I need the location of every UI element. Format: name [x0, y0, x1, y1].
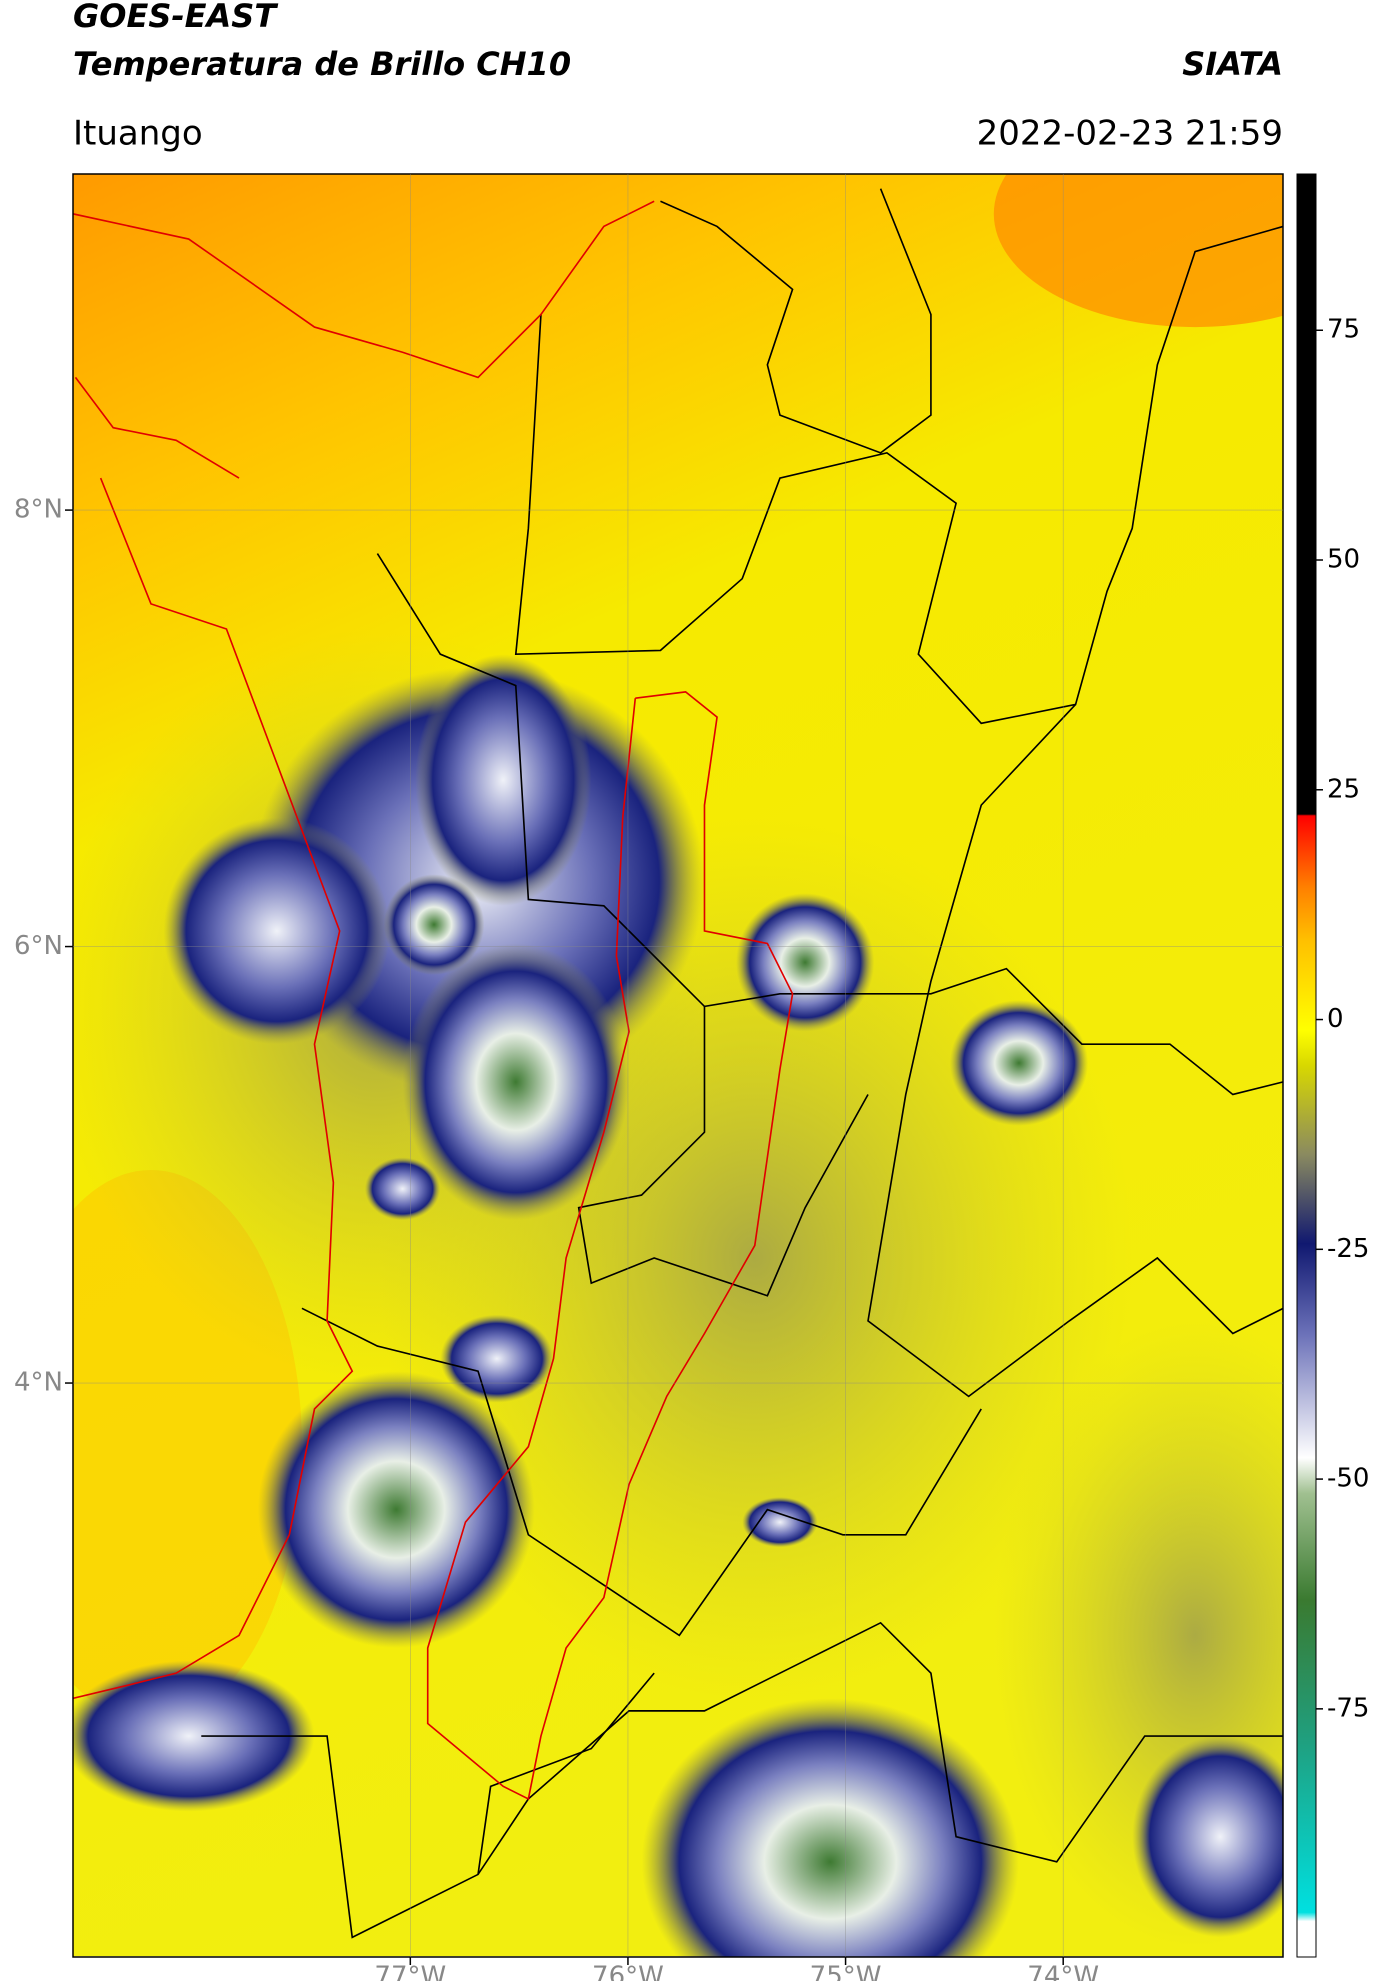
colorbar-tick-label: 25 — [1327, 774, 1360, 804]
colorbar-tick-label: -50 — [1327, 1464, 1369, 1494]
subtitle: Temperatura de Brillo CH10 — [73, 45, 571, 83]
lon-label: 77°W — [374, 1962, 446, 1981]
colorbar-ticks: 75 50 25 0 -25 -50 -75 — [1316, 315, 1369, 1723]
lat-label: 4°N — [14, 1368, 63, 1398]
lon-label: 75°W — [810, 1962, 882, 1981]
datetime: 2022-02-23 21:59 — [977, 114, 1283, 154]
colorbar-tick-label: 50 — [1327, 545, 1360, 575]
satellite-image — [73, 174, 1283, 1957]
lat-label: 8°N — [14, 495, 63, 525]
location: Ituango — [73, 114, 203, 154]
map-frame — [72, 173, 1284, 1958]
lon-label: 76°W — [592, 1962, 664, 1981]
title: GOES-EAST — [73, 0, 278, 35]
lat-label: 6°N — [14, 931, 63, 961]
colorbar — [1296, 173, 1317, 1958]
colorbar-tick-label: 75 — [1327, 315, 1360, 345]
lon-label: 74°W — [1027, 1962, 1099, 1981]
source: SIATA — [1182, 45, 1283, 83]
colorbar-tick-label: -75 — [1327, 1693, 1369, 1723]
colorbar-tick-label: -25 — [1327, 1234, 1369, 1264]
colorbar-tick-label: 0 — [1327, 1004, 1344, 1034]
graticule: 8°N 6°N 4°N 77°W 76°W 75°W 74°W — [14, 174, 1283, 1981]
